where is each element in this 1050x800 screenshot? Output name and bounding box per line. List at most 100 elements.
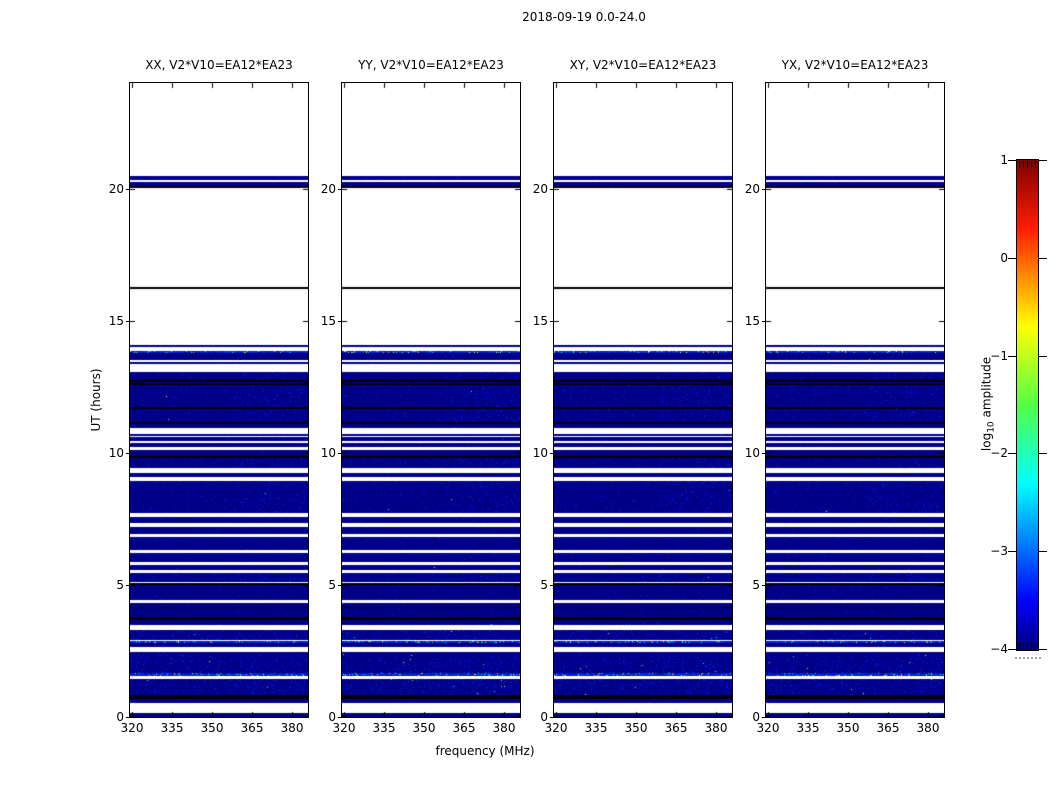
colorbar-tick-label: −4 [990,642,1008,656]
x-tick-label: 380 [704,721,728,735]
y-tick-mark [762,321,766,322]
y-tick-mark [762,717,766,718]
y-tick-mark [126,321,130,322]
colorbar-hatch-mark [1027,161,1028,168]
colorbar-tick-label: −1 [990,349,1008,363]
x-tick-label: 320 [756,721,780,735]
x-tick-label: 350 [200,721,224,735]
colorbar-dotted-line [1015,657,1041,659]
y-tick-label: 20 [108,181,124,196]
colorbar-tick-mark [1008,551,1016,552]
panel-title-xx: XX, V2*V10=EA12*EA23 [145,58,293,72]
x-tick-label: 365 [664,721,688,735]
y-tick-mark [550,585,554,586]
heatmap-panel-xx [129,82,309,718]
y-tick-mark [338,189,342,190]
colorbar-hatch-mark [1019,161,1020,168]
heatmap-canvas-yx [766,83,944,717]
y-tick-label: 20 [744,181,760,196]
x-tick-label: 350 [412,721,436,735]
y-tick-mark [550,189,554,190]
colorbar-hatch-mark [1031,642,1032,649]
y-tick-mark [550,453,554,454]
y-tick-label: 20 [532,181,548,196]
colorbar-hatch-mark [1035,161,1036,168]
y-tick-label: 0 [752,710,760,724]
colorbar-tick-mark [1008,258,1016,259]
colorbar-tick-label: −2 [990,446,1008,460]
colorbar-hatch-mark [1027,642,1028,649]
colorbar-gradient [1017,160,1038,650]
y-tick-label: 15 [320,313,336,328]
colorbar-tick-mark [1008,356,1016,357]
colorbar-hatch-mark [1035,642,1036,649]
figure-title: 2018-09-19 0.0-24.0 [522,10,646,24]
heatmap-panel-yy [341,82,521,718]
y-tick-mark [762,453,766,454]
x-tick-label: 380 [916,721,940,735]
y-tick-label: 10 [320,445,336,460]
x-tick-label: 350 [624,721,648,735]
x-tick-label: 320 [332,721,356,735]
y-tick-mark [338,453,342,454]
panel-title-yy: YY, V2*V10=EA12*EA23 [358,58,504,72]
x-axis-label: frequency (MHz) [435,744,535,758]
x-tick-label: 335 [584,721,608,735]
y-tick-label: 10 [108,445,124,460]
colorbar-tick-mark [1039,258,1047,259]
y-tick-label: 10 [744,445,760,460]
y-tick-mark [126,189,130,190]
x-tick-label: 320 [120,721,144,735]
y-tick-mark [762,585,766,586]
colorbar-tick-mark [1039,453,1047,454]
y-tick-label: 5 [328,577,336,592]
x-tick-label: 365 [240,721,264,735]
y-tick-label: 15 [108,313,124,328]
y-tick-label: 0 [116,710,124,724]
colorbar-label-log: log [979,432,994,452]
y-tick-label: 15 [744,313,760,328]
y-tick-label: 0 [540,710,548,724]
x-tick-label: 365 [876,721,900,735]
x-tick-label: 365 [452,721,476,735]
heatmap-panel-yx [765,82,945,718]
panel-title-yx: YX, V2*V10=EA12*EA23 [781,58,929,72]
colorbar-label-amplitude: amplitude [979,356,994,422]
colorbar-label-sub: 10 [986,421,997,433]
colorbar-tick-mark [1008,453,1016,454]
y-tick-mark [338,321,342,322]
colorbar-hatch-mark [1019,642,1020,649]
panel-title-xy: XY, V2*V10=EA12*EA23 [569,58,717,72]
colorbar-tick-mark [1039,551,1047,552]
y-tick-mark [126,453,130,454]
colorbar-tick-label: −3 [990,544,1008,558]
colorbar-tick-mark [1039,356,1047,357]
colorbar-hatch-mark [1031,161,1032,168]
y-tick-mark [762,189,766,190]
y-axis-label: UT (hours) [89,368,103,432]
x-tick-label: 320 [544,721,568,735]
x-tick-label: 380 [280,721,304,735]
y-tick-label: 10 [532,445,548,460]
x-tick-label: 335 [372,721,396,735]
x-tick-label: 350 [836,721,860,735]
heatmap-canvas-xy [554,83,732,717]
y-tick-mark [550,717,554,718]
y-tick-mark [126,717,130,718]
y-tick-label: 0 [328,710,336,724]
y-tick-mark [338,717,342,718]
y-tick-mark [338,585,342,586]
colorbar-tick-label: 0 [1000,251,1008,265]
y-tick-label: 20 [320,181,336,196]
y-tick-mark [550,321,554,322]
colorbar-label: log10 amplitude [979,357,996,451]
heatmap-canvas-xx [130,83,308,717]
colorbar-tick-mark [1039,160,1047,161]
colorbar-hatch-mark [1023,642,1024,649]
y-tick-mark [126,585,130,586]
colorbar-tick-mark [1008,160,1016,161]
x-tick-label: 335 [160,721,184,735]
x-tick-label: 335 [796,721,820,735]
heatmap-canvas-yy [342,83,520,717]
